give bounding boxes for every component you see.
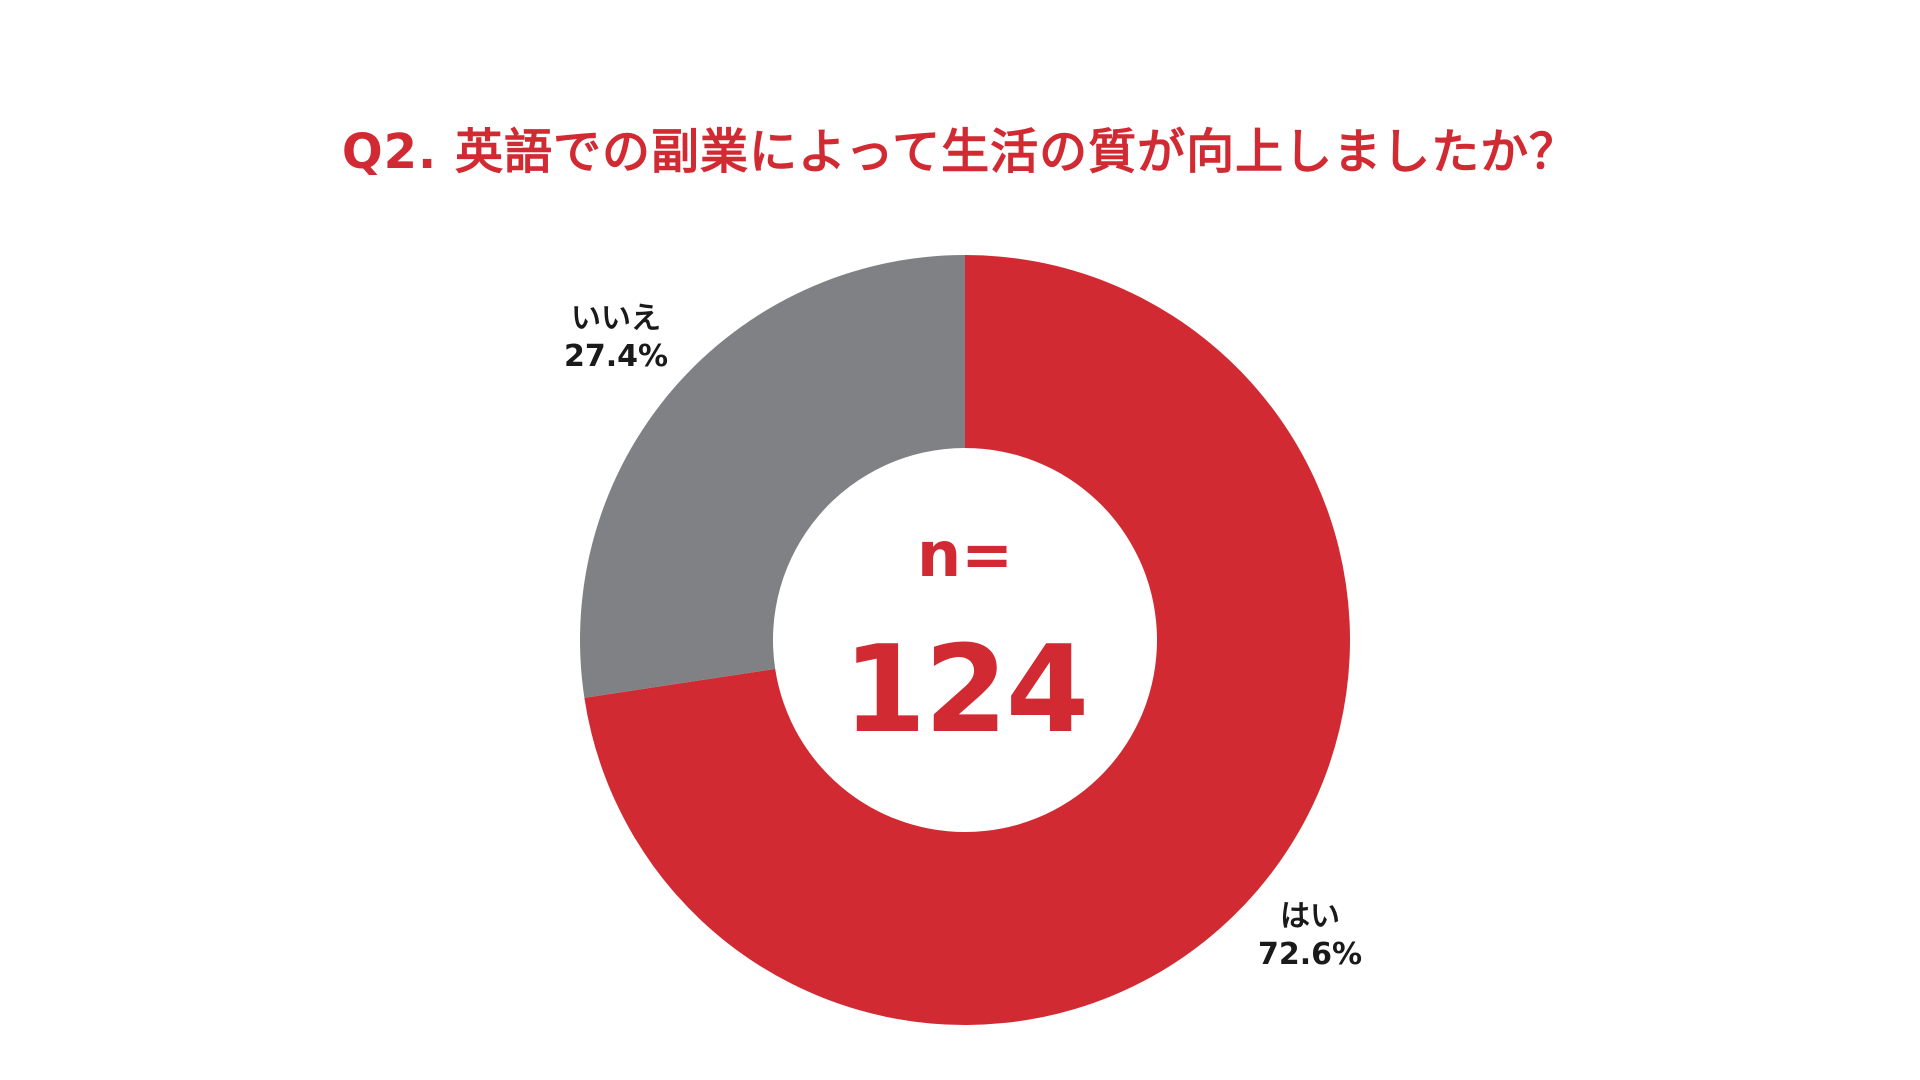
slice-label-no-value: 27.4%: [563, 339, 669, 374]
sample-size-value: 124: [842, 621, 1090, 760]
slice-label-yes-value: 72.6%: [1257, 937, 1363, 972]
donut-slice-no: [580, 255, 965, 698]
chart-title: Q2. 英語での副業によって生活の質が向上しましたか？: [341, 124, 1579, 180]
slice-label-yes: はい 72.6%: [1250, 898, 1370, 974]
slice-label-no-name: いいえ: [571, 301, 661, 336]
slice-label-no: いいえ 27.4%: [556, 300, 676, 376]
sample-size-label: n=: [916, 518, 1014, 591]
slice-label-yes-name: はい: [1280, 899, 1340, 934]
donut-slice-yes: [584, 255, 1350, 1025]
sample-size: n= 124: [765, 520, 1165, 756]
